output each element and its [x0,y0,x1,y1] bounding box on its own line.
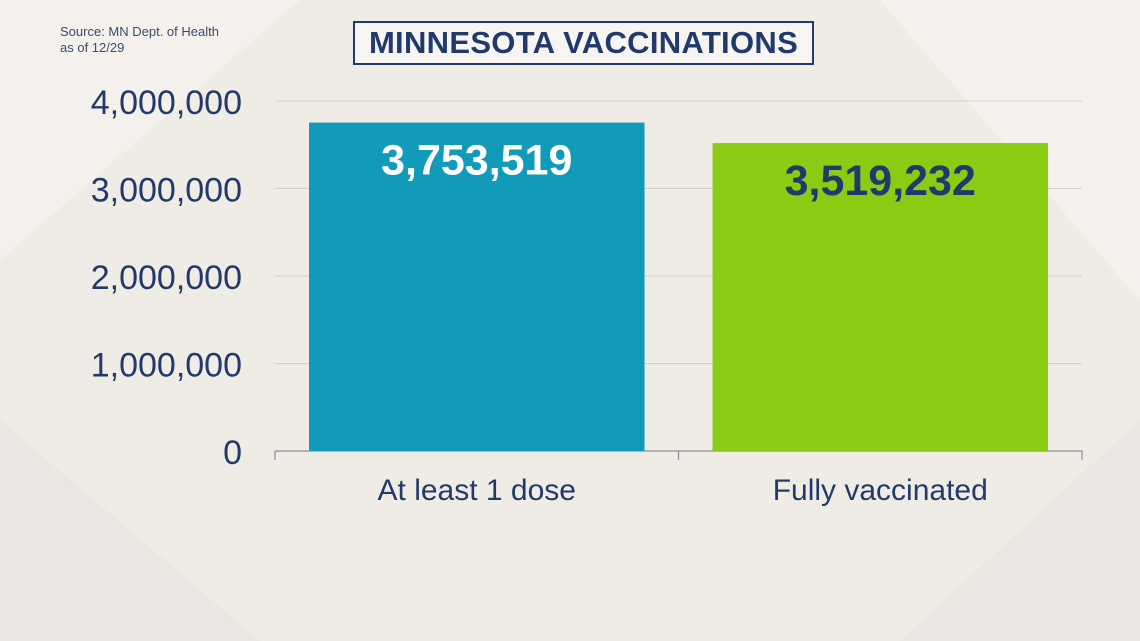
bar-value-label: 3,753,519 [381,137,572,185]
bar-value-label: 3,519,232 [785,157,976,205]
source-note: Source: MN Dept. of Health as of 12/29 [60,24,219,56]
chart-title-box: MINNESOTA VACCINATIONS [353,21,814,65]
y-tick-label: 1,000,000 [91,347,242,385]
y-tick-label: 0 [223,434,242,472]
y-tick-label: 3,000,000 [91,172,242,210]
y-tick-label: 2,000,000 [91,259,242,297]
chart-title: MINNESOTA VACCINATIONS [368,25,799,60]
source-date: as of 12/29 [60,40,125,55]
bar [309,122,645,452]
x-category-label: Fully vaccinated [773,474,988,507]
source-line: Source: MN Dept. of Health [60,24,219,39]
y-tick-label: 4,000,000 [91,84,242,122]
bar [712,143,1048,451]
x-category-label: At least 1 dose [378,474,576,507]
